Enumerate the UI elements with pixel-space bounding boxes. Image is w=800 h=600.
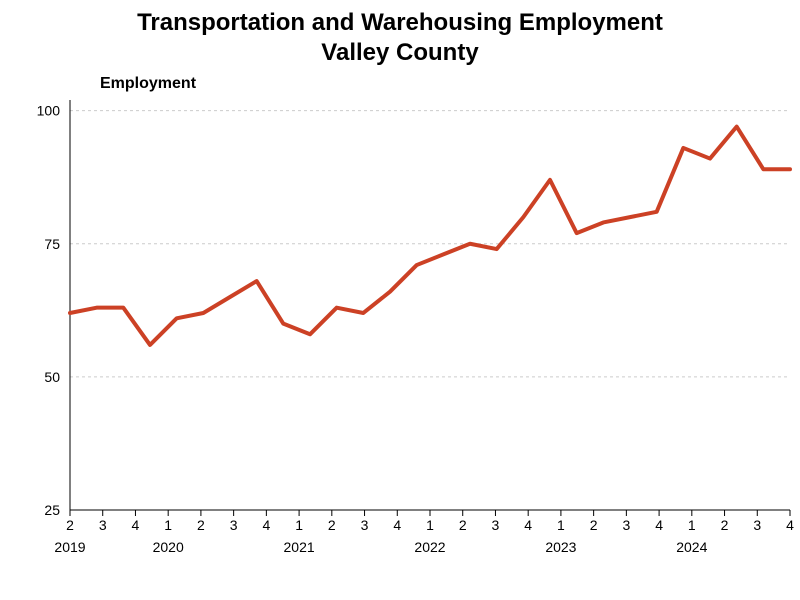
x-quarter-label: 2 — [197, 517, 205, 533]
chart-svg: 25 50 75 100 2 2019 3 4 1 2020 2 3 4 1 2021 2 3 4 1 2022 2 3 4… — [0, 0, 800, 600]
x-quarter-label: 2 — [66, 517, 74, 533]
x-year-label: 2024 — [676, 539, 707, 555]
x-quarter-label: 4 — [132, 517, 140, 533]
x-quarter-label: 3 — [492, 517, 500, 533]
x-year-label: 2021 — [284, 539, 315, 555]
x-quarter-label: 2 — [590, 517, 598, 533]
x-year-label: 2020 — [153, 539, 184, 555]
x-year-label: 2019 — [54, 539, 85, 555]
y-tick-label: 25 — [44, 502, 60, 518]
x-quarter-label: 2 — [459, 517, 467, 533]
y-tick-label: 75 — [44, 236, 60, 252]
x-quarter-label: 1 — [557, 517, 565, 533]
chart-container: Transportation and Warehousing Employmen… — [0, 0, 800, 600]
x-quarter-label: 3 — [622, 517, 630, 533]
x-quarter-label: 3 — [361, 517, 369, 533]
x-year-label: 2023 — [545, 539, 576, 555]
x-quarter-label: 2 — [721, 517, 729, 533]
y-tick-label: 50 — [44, 369, 60, 385]
x-quarter-label: 3 — [99, 517, 107, 533]
data-line — [70, 127, 790, 345]
x-quarter-label: 1 — [295, 517, 303, 533]
x-quarter-label: 4 — [786, 517, 794, 533]
x-quarter-label: 4 — [655, 517, 663, 533]
x-quarter-label: 4 — [262, 517, 270, 533]
x-quarter-label: 3 — [753, 517, 761, 533]
x-quarter-label: 2 — [328, 517, 336, 533]
x-quarter-label: 3 — [230, 517, 238, 533]
x-quarter-label: 1 — [426, 517, 434, 533]
x-year-label: 2022 — [414, 539, 445, 555]
x-quarter-label: 1 — [164, 517, 172, 533]
x-quarter-label: 4 — [524, 517, 532, 533]
x-quarter-label: 1 — [688, 517, 696, 533]
x-quarter-label: 4 — [393, 517, 401, 533]
y-tick-label: 100 — [37, 103, 61, 119]
